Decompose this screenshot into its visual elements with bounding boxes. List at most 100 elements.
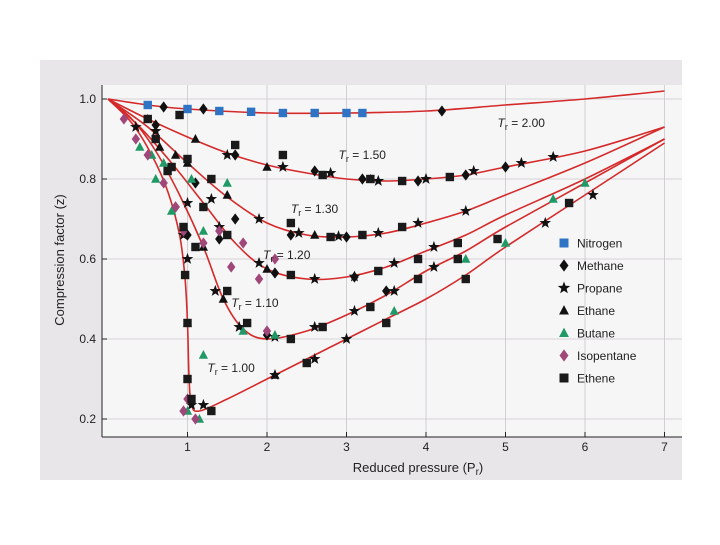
ethene-marker — [242, 318, 252, 328]
isopentane-marker — [270, 253, 280, 265]
methane-marker — [231, 213, 240, 225]
ethene-marker — [180, 270, 190, 280]
nitrogen-marker — [143, 100, 152, 110]
propane-marker — [388, 284, 400, 296]
ethene-marker — [163, 166, 172, 176]
isopentane-marker — [179, 405, 188, 417]
propane-marker — [324, 166, 337, 178]
isopentane-marker — [143, 149, 152, 161]
propane-marker — [130, 120, 142, 132]
isopentane-marker — [238, 237, 248, 249]
butane-marker — [580, 177, 590, 187]
butane-marker — [135, 141, 145, 151]
ethane-marker — [218, 293, 228, 303]
ethene-marker — [397, 176, 407, 186]
ethene-marker — [453, 238, 462, 248]
propane-marker — [185, 398, 198, 410]
methane-marker — [159, 101, 168, 113]
curve-labels: Tr = 2.00 Tr = 1.50 Tr = 1.30 Tr = 1.20 Tr =… — [207, 116, 545, 377]
methane-marker — [183, 229, 192, 241]
methane-marker — [501, 161, 510, 173]
butane-marker — [270, 329, 280, 339]
propane-marker — [372, 174, 385, 186]
nitrogen-marker — [278, 108, 288, 118]
ethene-marker — [179, 222, 188, 232]
isotherm-label: Tr = 1.30 — [291, 202, 339, 218]
butane-marker — [159, 157, 169, 167]
propane-marker — [221, 148, 233, 160]
ethene-marker — [453, 254, 462, 264]
legend-isopentane-label: Isopentane — [577, 349, 637, 363]
x-tick-label: 5 — [502, 440, 509, 454]
legend-butane-marker — [559, 327, 569, 338]
axes: 1 2 3 4 5 6 7 0.2 0.4 0.6 0.8 1.0 — [79, 85, 682, 454]
ethene-marker — [382, 318, 391, 328]
ethene-marker — [493, 234, 502, 244]
propane-marker — [277, 160, 289, 172]
ethene-marker — [374, 266, 383, 276]
butane-marker — [238, 325, 248, 335]
isotherm-label: Tr = 2.00 — [498, 116, 546, 132]
methane-marker — [310, 165, 319, 177]
propane-marker — [181, 196, 194, 208]
propane-marker — [308, 352, 321, 364]
legend-ethane-marker — [559, 305, 569, 315]
ethene-marker — [358, 230, 367, 240]
y-axis-title: Compression factor (z) — [52, 194, 67, 325]
ethene-marker — [223, 286, 232, 296]
methane-marker — [231, 149, 240, 161]
isotherm-label: Tr = 1.50 — [339, 148, 387, 164]
x-tick-label: 2 — [264, 440, 271, 454]
propane-marker — [205, 192, 218, 204]
nitrogen-marker — [342, 108, 351, 118]
ethene-marker — [151, 134, 160, 144]
legend-butane-label: Butane — [577, 327, 615, 341]
ethene-marker — [413, 274, 423, 284]
x-tick-label: 3 — [343, 440, 350, 454]
propane-marker — [308, 272, 321, 284]
propane-marker — [515, 156, 528, 168]
legend-ethene-marker — [559, 373, 569, 383]
butane-marker — [166, 205, 177, 215]
methane-marker — [413, 175, 423, 187]
isopentane-marker — [262, 325, 272, 337]
isotherm-label: Tr = 1.10 — [231, 296, 279, 312]
x-tick-label: 4 — [423, 440, 430, 454]
methane-marker — [215, 233, 224, 245]
y-tick-label: 0.2 — [79, 412, 96, 426]
butane-marker — [186, 173, 197, 183]
propane-marker — [428, 260, 440, 272]
butane-marker — [389, 305, 399, 315]
propane-marker — [149, 124, 162, 136]
propane-marker — [253, 256, 265, 268]
propane-marker — [209, 284, 222, 296]
legend: Nitrogen Methane Propane Ethane Butane Isopen… — [557, 237, 637, 386]
nitrogen-marker — [215, 106, 224, 116]
isopentane-marker — [119, 113, 129, 125]
propane-marker — [420, 172, 432, 184]
ethene-marker — [366, 302, 375, 312]
propane-marker — [197, 398, 210, 410]
propane-marker — [372, 226, 385, 238]
legend-methane-label: Methane — [577, 259, 624, 273]
legend-methane-marker — [559, 259, 569, 272]
propane-marker — [293, 226, 305, 238]
data-markers — [119, 100, 599, 425]
butane-marker — [151, 173, 161, 183]
y-tick-label: 0.8 — [79, 172, 96, 186]
ethene-marker — [318, 322, 327, 332]
ethene-marker — [318, 170, 327, 180]
ethene-marker — [461, 274, 470, 284]
ethene-marker — [207, 406, 216, 416]
isotherm-curve — [107, 98, 665, 413]
butane-marker — [500, 237, 511, 247]
propane-marker — [388, 256, 400, 268]
propane-marker — [308, 320, 321, 332]
ethene-marker — [231, 140, 240, 150]
propane-marker — [253, 212, 265, 224]
propane-marker — [460, 204, 472, 216]
propane-marker — [428, 240, 440, 252]
legend-propane-label: Propane — [577, 282, 623, 296]
